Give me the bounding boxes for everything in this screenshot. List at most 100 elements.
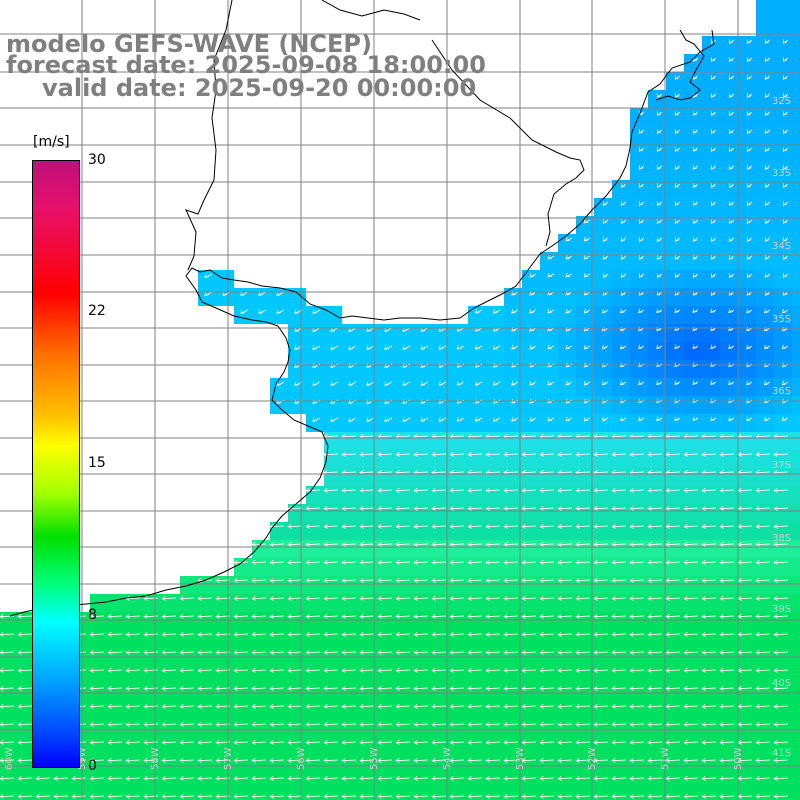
wind-arrow [647,703,663,709]
wind-arrow [89,721,105,727]
wind-arrow [449,613,465,619]
wind-arrow [359,523,375,529]
field-cell [612,396,630,414]
wind-arrow [438,417,447,422]
field-cell [792,738,800,756]
wind-arrow [547,345,555,350]
wind-arrow [782,201,789,206]
wind-arrow [233,685,249,691]
wind-arrow [728,57,735,62]
wind-arrow [413,631,429,637]
wind-arrow [782,183,789,188]
wind-arrow [161,595,177,601]
wind-arrow [710,416,717,422]
wind-arrow [665,451,681,457]
wind-arrow [431,613,447,619]
field-cell [234,288,252,306]
wind-arrow [746,201,753,206]
field-cell [756,36,774,54]
wind-arrow [692,147,699,152]
wind-arrow [575,451,591,457]
field-cell [684,414,702,432]
wind-arrow [755,775,771,781]
wind-arrow [656,291,663,296]
field-cell [342,342,360,360]
wind-arrow [781,308,789,314]
wind-arrow [233,775,249,781]
wind-arrow [647,685,663,691]
wind-arrow [665,487,681,493]
lon-label: 56W [296,747,307,770]
wind-arrow [647,775,663,781]
field-cell [720,126,738,144]
wind-arrow [107,757,123,763]
wind-arrow [611,793,627,799]
wind-arrow [647,757,663,763]
wind-arrow [773,595,789,601]
wind-arrow [746,380,753,386]
field-cell [792,360,800,378]
wind-arrow [233,667,249,673]
wind-arrow [395,721,411,727]
wind-arrow [683,613,699,619]
latitude-labels: 32S 33S 34S 35S 36S 37S 38S 39S 40S 41S [772,96,791,759]
wind-arrow [251,613,267,619]
field-cell [792,594,800,612]
field-cell [378,324,396,342]
wind-arrow [601,308,609,314]
wind-arrow [0,757,15,763]
wind-arrow [674,273,681,278]
wind-arrow [674,111,681,116]
wind-arrow [619,308,627,314]
wind-arrow [764,237,771,242]
field-cell [792,108,800,126]
lat-label: 37S [772,460,791,471]
wind-arrow [449,739,465,745]
wind-arrow [773,505,789,511]
wind-arrow [710,237,717,242]
wind-arrow [305,721,321,727]
field-cell [342,414,360,432]
wind-arrow [539,685,555,691]
wind-arrow [674,416,681,422]
wind-arrow [701,757,717,763]
field-cell [666,108,684,126]
wind-arrow [125,703,141,709]
wind-arrow [647,541,663,547]
wind-arrow [782,255,789,260]
field-cell [738,270,756,288]
wind-arrow [781,380,789,386]
wind-arrow [683,505,699,511]
wind-arrow [611,667,627,673]
wind-arrow [656,273,663,278]
field-cell [774,18,792,36]
wind-arrow [611,451,627,457]
wind-arrow [413,595,429,601]
field-cell [792,288,800,306]
wind-arrow [674,129,681,134]
wind-arrow [474,327,483,332]
wind-arrow [547,309,555,314]
field-cell [702,108,720,126]
field-cell [378,378,396,396]
wind-arrow [377,649,393,655]
field-cell [558,360,576,378]
wind-arrow [746,147,753,152]
wind-arrow [359,793,375,799]
field-cell [324,414,342,432]
wind-arrow [629,577,645,583]
field-cell [630,234,648,252]
lon-label: 57W [223,747,234,770]
wind-arrow [665,775,681,781]
wind-arrow [17,703,33,709]
wind-arrow [197,685,213,691]
wind-arrow [431,649,447,655]
wind-arrow [611,613,627,619]
wind-arrow [674,291,681,296]
field-cell [108,594,126,612]
field-cell [774,414,792,432]
wind-arrow [413,721,429,727]
field-cell [666,378,684,396]
wind-arrow [431,523,447,529]
wind-arrow [629,649,645,655]
